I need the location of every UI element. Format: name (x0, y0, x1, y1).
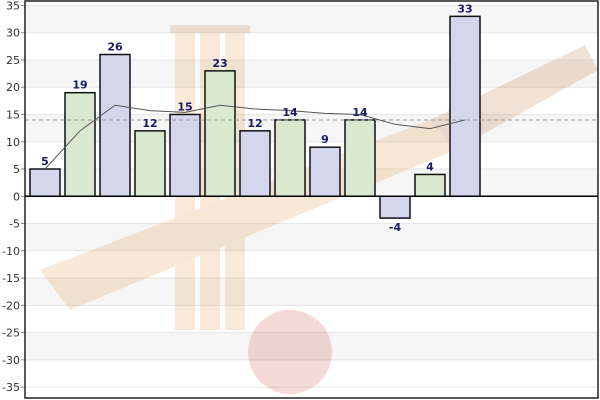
data-label: 14 (282, 106, 298, 119)
y-tick-label: 25 (6, 54, 20, 67)
bar (344, 119, 376, 198)
bar (309, 146, 341, 198)
data-label: 26 (107, 41, 123, 54)
y-tick-label: -25 (2, 327, 20, 340)
bar (204, 70, 236, 198)
y-tick-label: -20 (2, 299, 20, 312)
grid-band (25, 278, 598, 306)
bar (99, 53, 131, 198)
y-tick-label: -5 (9, 218, 20, 231)
y-tick-label: 10 (6, 136, 20, 149)
bar (134, 130, 166, 198)
data-label: 12 (142, 117, 157, 130)
bar (239, 130, 271, 198)
grid-band (25, 5, 598, 33)
bar (379, 195, 411, 219)
data-label: 14 (352, 106, 368, 119)
bars-layer (29, 15, 481, 219)
y-tick-label: -10 (2, 245, 20, 258)
bar (29, 168, 61, 198)
data-label: 19 (72, 79, 87, 92)
trend-line (44, 104, 466, 170)
plot-frame (24, 0, 599, 399)
data-label: 33 (457, 2, 472, 15)
y-tick-label: 5 (13, 163, 20, 176)
bar (414, 173, 446, 198)
data-label: 9 (321, 133, 329, 146)
y-tick-label: -15 (2, 272, 20, 285)
y-tick-label: 35 (6, 0, 20, 12)
bar (274, 119, 306, 198)
y-tick-label: 20 (6, 81, 20, 94)
data-label: 5 (41, 155, 49, 168)
grid-band (25, 332, 598, 360)
data-label: 23 (212, 57, 227, 70)
y-tick-label: 0 (13, 190, 20, 203)
bar (169, 113, 201, 198)
grid-band (25, 223, 598, 251)
bar (449, 15, 481, 198)
data-label: 4 (426, 160, 434, 173)
y-tick-label: 15 (6, 108, 20, 121)
y-tick-label: 30 (6, 27, 20, 40)
data-label: -4 (389, 221, 402, 234)
labels-layer: 5 19 26 12 15 23 12 14 9 14 -4 4 33 (41, 2, 472, 234)
lines-layer (25, 104, 598, 170)
bar (64, 91, 96, 198)
data-label: 15 (177, 100, 192, 113)
data-label: 12 (247, 117, 262, 130)
y-tick-label: -30 (2, 354, 20, 367)
y-tick-label: -35 (2, 381, 20, 394)
